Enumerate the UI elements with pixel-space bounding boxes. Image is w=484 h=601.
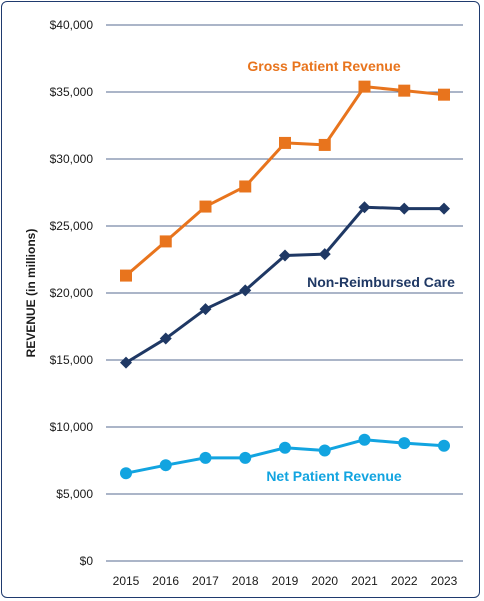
data-point-diamond [318, 248, 331, 261]
data-point-diamond [159, 332, 172, 345]
x-tick-label: 2016 [152, 574, 179, 588]
y-tick-label: $0 [80, 554, 94, 568]
data-point-square [438, 88, 450, 101]
series-square [120, 80, 450, 282]
x-tick-label: 2022 [391, 574, 418, 588]
data-point-circle [279, 441, 291, 454]
data-point-circle [159, 459, 172, 472]
y-tick-label: $5,000 [56, 487, 93, 501]
data-point-circle [239, 451, 252, 464]
data-point-diamond [358, 201, 371, 214]
x-tick-label: 2018 [232, 574, 259, 588]
series-label: Non-Reimbursed Care [307, 274, 455, 290]
series-line [125, 85, 445, 277]
gridlines [106, 24, 463, 562]
x-tick-label: 2021 [351, 574, 378, 588]
series-diamond [120, 201, 450, 369]
series-circle [120, 433, 450, 480]
x-tick-label: 2017 [192, 574, 219, 588]
data-point-diamond [279, 249, 291, 262]
data-point-square [358, 80, 371, 93]
data-point-diamond [199, 303, 212, 316]
data-point-square [120, 269, 132, 282]
series-group [120, 80, 450, 480]
y-tick-label: $15,000 [50, 353, 94, 367]
y-axis-label: REVENUE (in millions) [24, 229, 38, 358]
data-point-circle [318, 444, 331, 457]
data-point-square [159, 235, 172, 248]
series-labels: Gross Patient Revenue Non-Reimbursed Care… [247, 58, 455, 484]
data-point-square [239, 180, 252, 193]
y-tick-label: $20,000 [50, 286, 94, 300]
data-point-square [199, 200, 212, 213]
data-point-square [279, 136, 291, 149]
x-tick-label: 2023 [431, 574, 458, 588]
x-tick-label: 2020 [311, 574, 338, 588]
series-label: Net Patient Revenue [266, 468, 402, 484]
data-point-circle [120, 467, 132, 480]
data-point-diamond [239, 284, 252, 297]
data-point-circle [438, 439, 450, 452]
y-tick-label: $40,000 [50, 18, 94, 32]
y-axis-ticks: $0 $5,000 $10,000 $15,000 $20,000 $25,000 $30,… [50, 18, 94, 568]
data-point-diamond [398, 202, 411, 215]
data-point-square [398, 84, 411, 97]
y-tick-label: $35,000 [50, 85, 94, 99]
y-tick-label: $30,000 [50, 152, 94, 166]
data-point-circle [358, 433, 371, 446]
series-label: Gross Patient Revenue [247, 58, 400, 74]
y-tick-label: $25,000 [50, 219, 94, 233]
data-point-circle [199, 451, 212, 464]
x-tick-label: 2019 [272, 574, 299, 588]
data-point-square [318, 138, 331, 151]
x-tick-label: 2015 [113, 574, 140, 588]
x-axis-ticks: 2015 2016 2017 2018 2019 2020 2021 2022 2023 [113, 574, 458, 588]
data-point-circle [398, 437, 411, 450]
data-point-diamond [438, 202, 450, 215]
y-tick-label: $10,000 [50, 420, 94, 434]
data-point-diamond [120, 356, 132, 369]
